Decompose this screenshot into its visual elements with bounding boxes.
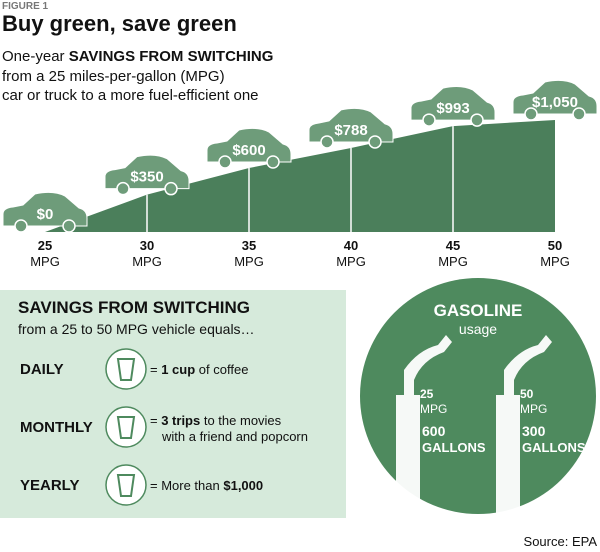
car-wheel: [116, 181, 130, 196]
bold: 1 cup: [161, 362, 195, 377]
icon: [105, 406, 147, 448]
x-unit-label: MPG: [438, 254, 468, 269]
period: MONTHLY: [20, 419, 93, 436]
chart-title: Buy green, save green: [2, 11, 237, 36]
x-unit-label: MPG: [540, 254, 570, 269]
subtitle: One-year SAVINGS FROM SWITCHING: [2, 48, 273, 65]
gasoline-subtitle: usage: [459, 321, 497, 337]
gasoline-title: GASOLINE: [434, 301, 523, 320]
savings-panel: [0, 290, 346, 518]
area-chart: $025MPG$35030MPG$60035MPG$78840MPG$99345…: [2, 79, 598, 269]
period: DAILY: [20, 361, 64, 378]
car-body: [410, 85, 496, 121]
x-unit-label: MPG: [30, 254, 60, 269]
car: $993: [410, 85, 496, 127]
car-wheel: [524, 107, 538, 121]
x-tick-label: 40: [344, 238, 358, 253]
subtitle-lead: One-year: [2, 48, 65, 65]
savings-text: = 1 cup of coffee: [150, 362, 248, 377]
car-wheel: [320, 135, 334, 149]
x-tick-label: 25: [38, 238, 52, 253]
gallons: 300: [522, 423, 546, 439]
x-tick-label: 45: [446, 238, 460, 253]
period: YEARLY: [20, 477, 79, 494]
savings-text: = More than $1,000: [150, 478, 263, 493]
subtitle-line: from a 25 miles-per-gallon (MPG): [2, 68, 225, 85]
value-label: $788: [334, 122, 367, 139]
x-tick-label: 35: [242, 238, 256, 253]
icon: [105, 464, 147, 506]
mpg-unit: MPG: [420, 402, 447, 416]
bold: $1,000: [223, 478, 263, 493]
car: $1,050: [512, 79, 598, 121]
car-wheel: [422, 113, 436, 127]
icon-glyph: [116, 474, 136, 497]
subtitle-bold: SAVINGS FROM SWITCHING: [69, 48, 274, 65]
gallons: 600: [422, 423, 446, 439]
car-body: [206, 127, 292, 163]
x-tick-label: 50: [548, 238, 562, 253]
area: [45, 120, 555, 232]
car: $350: [104, 154, 190, 196]
value-label: $0: [37, 206, 54, 223]
suffix: of coffee: [195, 362, 248, 377]
value-label: $350: [130, 169, 163, 186]
car-body: [2, 191, 88, 227]
x-unit-label: MPG: [336, 254, 366, 269]
mpg: 50: [520, 387, 534, 401]
subtitle-line: car or truck to a more fuel-efficient on…: [2, 87, 259, 104]
prefix: =: [150, 413, 161, 428]
car-body: [104, 154, 190, 190]
icon-glyph: [116, 416, 136, 439]
gallons-unit: GALLONS: [422, 440, 486, 455]
car-wheel: [470, 113, 484, 127]
mpg: 25: [420, 387, 434, 401]
car-wheel: [572, 107, 586, 121]
suffix: to the movies: [200, 413, 281, 428]
x-tick-label: 30: [140, 238, 154, 253]
icon: [105, 348, 147, 390]
pump: [496, 335, 552, 515]
pump: [396, 335, 452, 515]
x-unit-label: MPG: [234, 254, 264, 269]
car-wheel: [164, 181, 178, 196]
savings-text-line2: with a friend and popcorn: [161, 429, 308, 444]
car-body: [512, 79, 598, 115]
car-wheel: [62, 219, 76, 233]
savings-heading: SAVINGS FROM SWITCHING: [18, 298, 250, 317]
value-label: $1,050: [532, 94, 578, 111]
car-wheel: [368, 135, 382, 149]
car-wheel: [218, 155, 232, 169]
source: Source: EPA: [524, 534, 598, 549]
car-wheel: [14, 219, 28, 233]
car-body: [308, 107, 394, 143]
savings-text: = 3 trips to the movies: [150, 413, 282, 428]
savings-rows: DAILY = 1 cup of coffee MONTHLY = 3 trips t…: [20, 348, 308, 506]
bold: 3 trips: [161, 413, 200, 428]
prefix: = More than: [150, 478, 223, 493]
savings-subheading: from a 25 to 50 MPG vehicle equals…: [18, 321, 255, 337]
icon-glyph: [116, 358, 136, 381]
figure-label: FIGURE 1: [2, 1, 49, 12]
car: $600: [206, 127, 292, 169]
x-unit-label: MPG: [132, 254, 162, 269]
mpg-unit: MPG: [520, 402, 547, 416]
gallons-unit: GALLONS: [522, 440, 586, 455]
car: $788: [308, 107, 394, 149]
value-label: $993: [436, 100, 469, 117]
car: $0: [2, 191, 88, 233]
car-wheel: [266, 155, 280, 169]
value-label: $600: [232, 142, 265, 159]
prefix: =: [150, 362, 161, 377]
